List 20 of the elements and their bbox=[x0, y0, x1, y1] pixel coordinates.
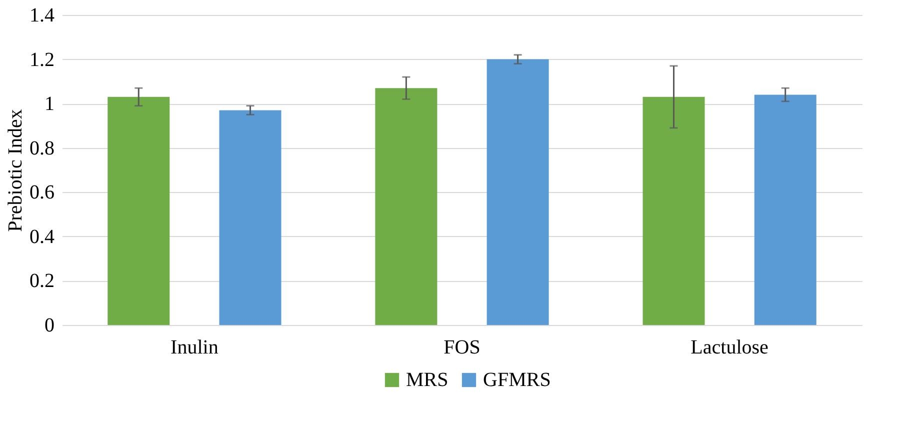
legend-label: MRS bbox=[406, 369, 448, 391]
y-tick-label: 1.4 bbox=[30, 4, 54, 26]
legend-label: GFMRS bbox=[483, 369, 551, 391]
x-tick-label: Lactulose bbox=[690, 336, 769, 358]
y-tick-label: 0.6 bbox=[30, 182, 54, 204]
y-axis-title: Prebiotic Index bbox=[4, 109, 26, 232]
bar bbox=[108, 96, 170, 325]
bar bbox=[754, 94, 816, 325]
y-tick-label: 0 bbox=[44, 314, 54, 336]
y-tick-label: 0.8 bbox=[30, 137, 54, 160]
bar bbox=[375, 88, 438, 325]
x-tick-label: FOS bbox=[444, 336, 480, 358]
y-tick-label: 0.4 bbox=[30, 226, 54, 248]
bar bbox=[486, 59, 549, 325]
bar bbox=[642, 96, 705, 325]
y-tick-label: 1 bbox=[44, 93, 54, 116]
bar bbox=[219, 110, 282, 325]
x-tick-label: Inulin bbox=[170, 336, 218, 358]
y-tick-label: 0.2 bbox=[30, 270, 54, 292]
y-tick-label: 1.2 bbox=[30, 48, 54, 71]
